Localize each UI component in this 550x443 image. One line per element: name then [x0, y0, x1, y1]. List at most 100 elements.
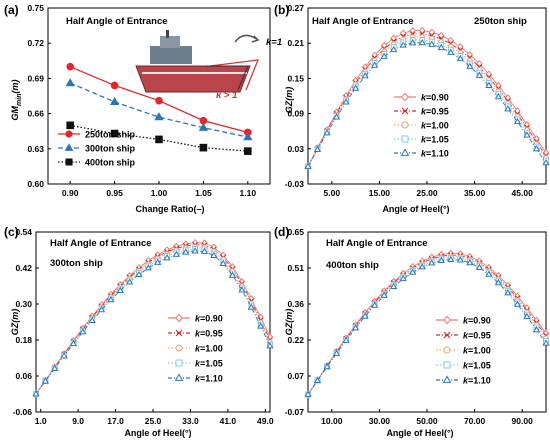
y-tick-label: 0.75: [27, 3, 44, 13]
panel-d-xlabel: Angle of Heel(°): [386, 428, 453, 438]
data-point: [154, 258, 162, 265]
data-point: [304, 162, 312, 169]
data-point: [182, 248, 190, 255]
y-tick-label: 0.30: [15, 299, 32, 309]
data-point: [390, 45, 398, 53]
legend-label: k=1.10: [195, 374, 223, 384]
legend-marker: [400, 148, 410, 156]
legend-marker: [401, 135, 409, 143]
data-point: [41, 377, 49, 384]
data-point: [199, 143, 208, 152]
y-tick-label: 0.06: [15, 371, 32, 381]
y-tick-label: 0.22: [287, 335, 304, 345]
data-point: [371, 61, 379, 68]
series-line-k-1-10: [35, 250, 271, 395]
panel-b-subtitle: 250ton ship: [474, 16, 527, 27]
series-line-k-1-00: [307, 256, 547, 395]
series-line-k-0-90: [35, 242, 271, 395]
legend-label: 250ton ship: [85, 130, 136, 140]
panel-b-xlabel: Angle of Heel(°): [382, 204, 449, 214]
legend-marker: [401, 121, 409, 129]
y-tick-label: 0.66: [27, 109, 44, 119]
data-point: [494, 278, 503, 286]
x-tick-label: 25.0: [145, 416, 162, 426]
series-line-k-1-05: [307, 257, 547, 395]
x-tick-label: 15.00: [369, 188, 391, 198]
data-point: [60, 352, 68, 359]
panel-c-legend: k=0.90 k=0.95 k=1.00 k=1.05 k=1.10: [168, 314, 223, 384]
panel-b: (b) Half Angle of Entrance 250ton ship -…: [274, 3, 550, 214]
data-point: [513, 117, 522, 125]
data-point: [485, 270, 493, 277]
legend-label: k=1.00: [463, 346, 491, 356]
data-point: [247, 303, 255, 310]
series-line-k-0-95: [307, 254, 547, 395]
y-tick-label: 0.36: [287, 299, 304, 309]
data-point: [155, 135, 163, 144]
data-point: [323, 363, 331, 370]
data-point: [399, 274, 407, 282]
data-point: [304, 390, 312, 397]
data-point: [447, 255, 455, 262]
panel-a: (a) Half Angle of Entrance k=1 k > 1 0.6…: [4, 3, 282, 214]
data-point: [110, 129, 119, 138]
y-tick-label: 0.60: [27, 179, 44, 189]
data-point: [32, 390, 40, 397]
x-tick-label: 41.0: [220, 416, 237, 426]
data-point: [154, 112, 164, 121]
series-line-k-1-10: [307, 259, 547, 395]
data-point: [244, 147, 252, 155]
data-point: [69, 339, 78, 347]
panel-a-xlabel: Change Ratio(–): [135, 204, 204, 214]
data-point: [97, 306, 106, 313]
data-point: [228, 271, 237, 278]
panel-a-legend: 250ton ship 300ton ship 400ton ship: [58, 130, 136, 168]
data-point: [466, 258, 474, 266]
panel-d-letter: (d): [274, 225, 289, 239]
data-point: [428, 40, 436, 47]
panel-d-ticks: -0.07 0.07 0.22 0.36 0.51 0.65 10.00 30.00 50.00…: [285, 227, 533, 426]
x-tick-label: 33.0: [182, 416, 199, 426]
series-line-k-0-90: [307, 252, 547, 395]
x-tick-label: 90.00: [512, 416, 534, 426]
legend-marker: [401, 92, 409, 102]
data-point: [513, 300, 522, 307]
x-tick-label: 1.05: [195, 188, 212, 198]
legend-label: k=1.05: [421, 135, 449, 145]
y-tick-label: 0.09: [287, 109, 304, 119]
data-point: [66, 121, 75, 130]
data-point: [332, 113, 341, 120]
data-point: [532, 145, 541, 152]
data-point: [409, 268, 417, 275]
data-point: [116, 286, 124, 293]
x-tick-label: 35.00: [464, 188, 486, 198]
legend-marker: [175, 359, 183, 367]
data-point: [399, 41, 407, 48]
data-point: [342, 98, 350, 105]
legend-label: k=1.10: [463, 376, 491, 386]
data-point: [163, 254, 171, 261]
legend-label: k=0.90: [421, 93, 449, 103]
legend-marker: [65, 158, 73, 166]
y-tick-label: 0.51: [287, 263, 304, 273]
data-point: [342, 336, 350, 343]
x-tick-label: 30.00: [369, 416, 391, 426]
data-point: [88, 316, 96, 324]
panel-d-legend: k=0.90 k=0.95 k=1.00 k=1.05 k=1.10: [436, 316, 491, 386]
data-point: [380, 52, 388, 59]
panel-a-ticks: 0.60 0.63 0.66 0.69 0.72 0.75 0.90 0.95 1.00 1.05…: [27, 3, 256, 198]
data-point: [475, 263, 483, 271]
data-point: [79, 328, 87, 335]
panel-c-annotation: Half Angle of Entrance: [50, 238, 152, 249]
y-tick-label: 0.69: [27, 73, 44, 83]
data-point: [437, 43, 445, 51]
data-point: [523, 312, 531, 320]
data-point: [172, 250, 181, 257]
legend-label: 300ton ship: [85, 144, 136, 154]
data-point: [257, 322, 265, 329]
panel-b-letter: (b): [274, 3, 289, 17]
legend-marker: [65, 130, 73, 138]
legend-label: k=1.10: [421, 149, 449, 159]
data-point: [428, 259, 436, 266]
